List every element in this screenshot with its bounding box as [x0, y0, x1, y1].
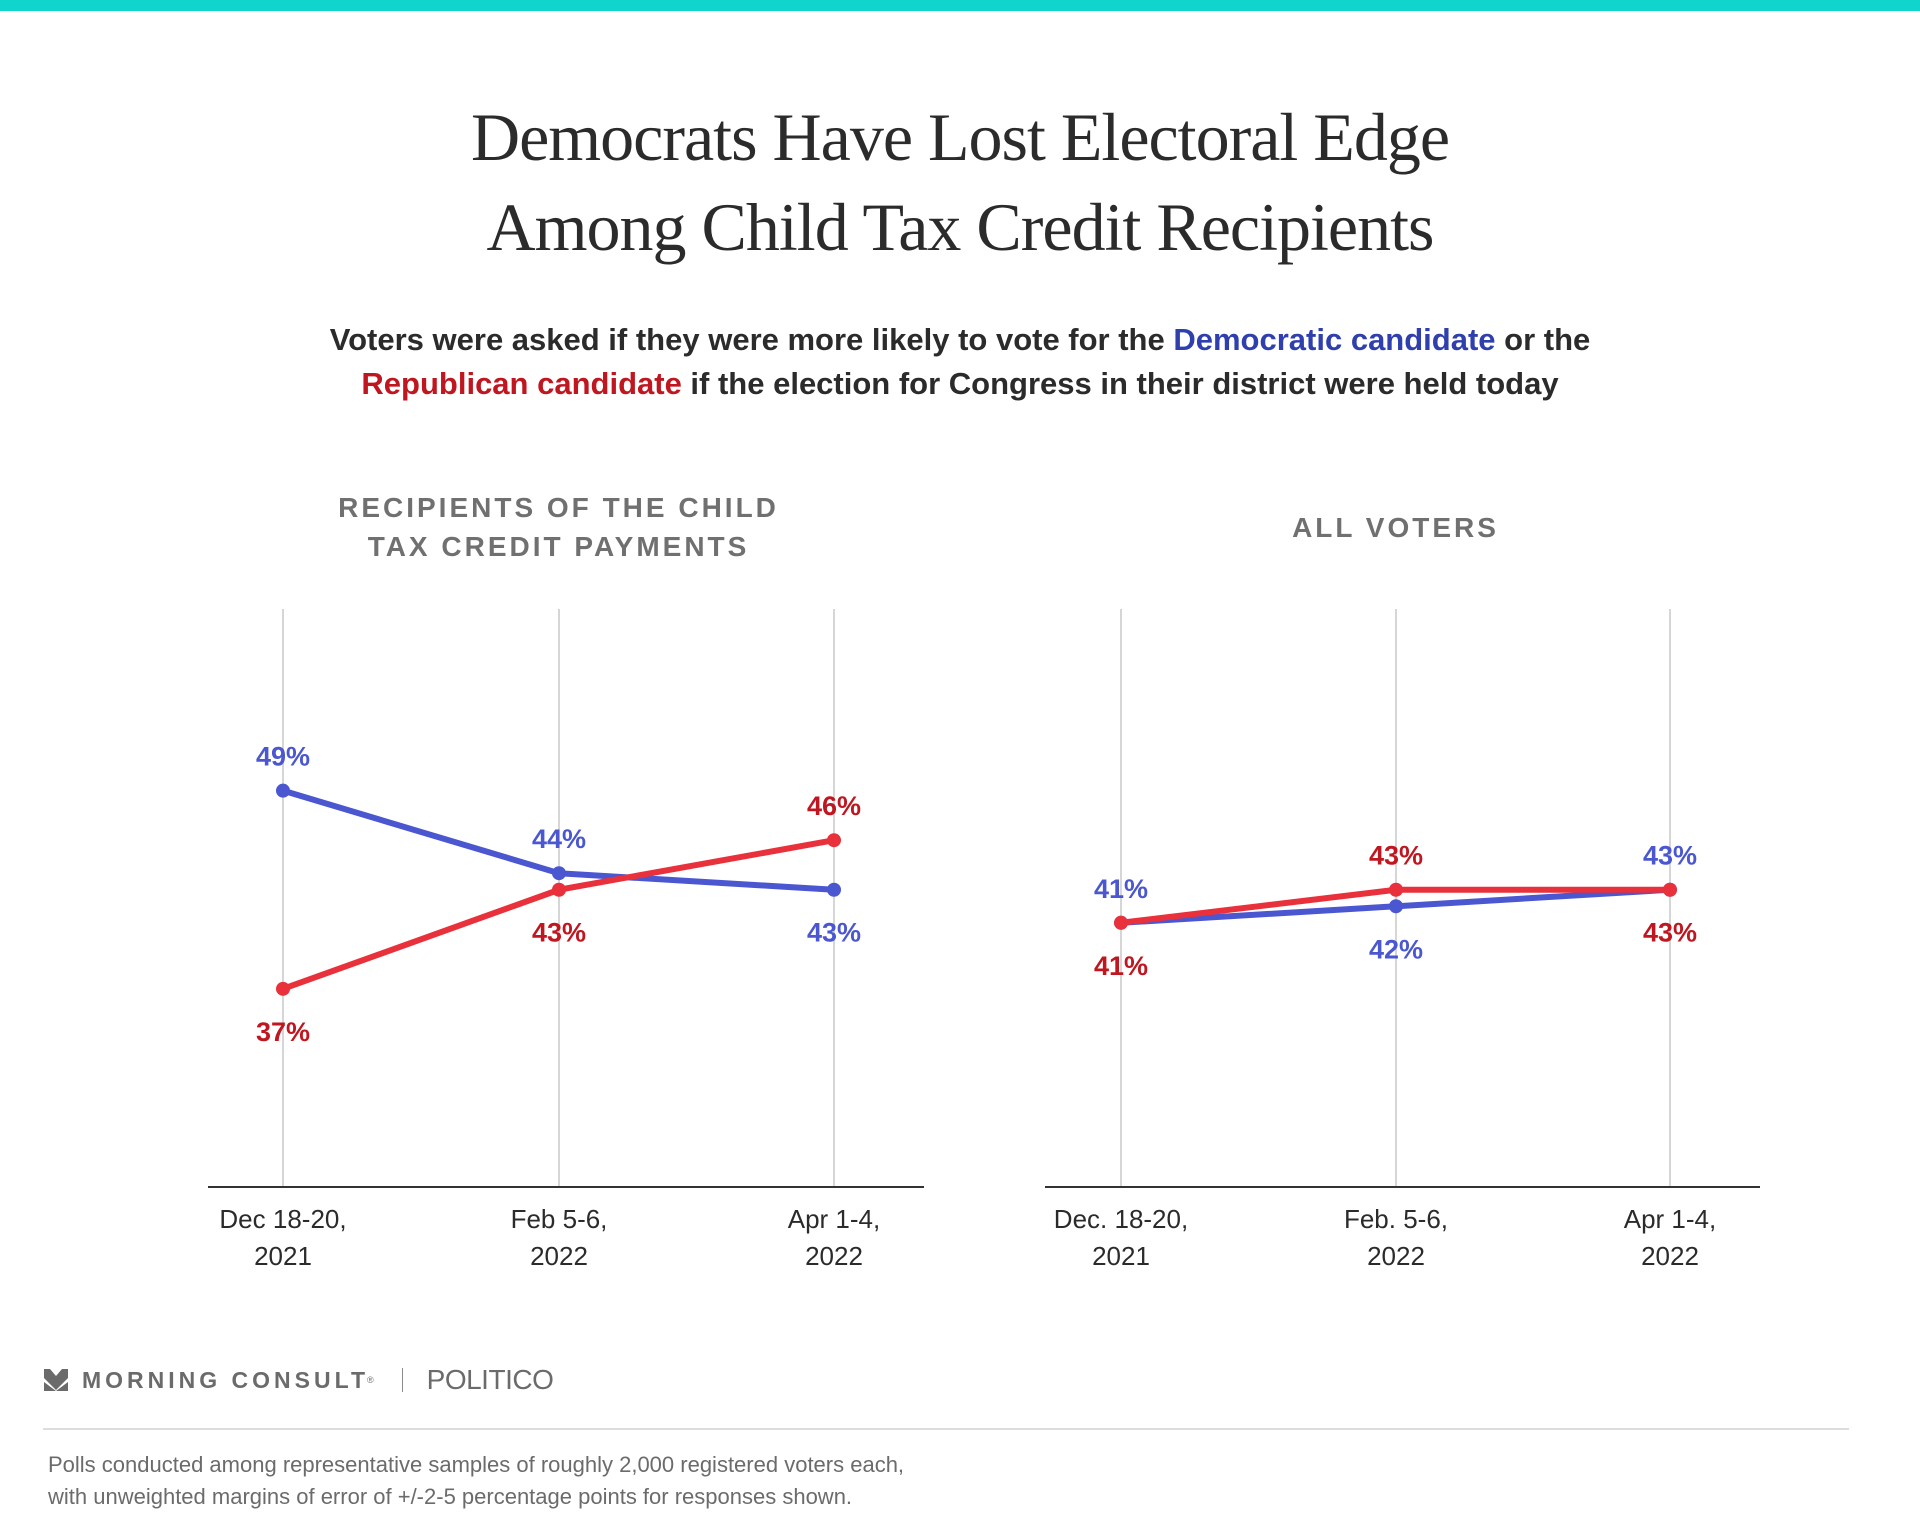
democratic-point	[552, 866, 566, 881]
x-tick-label: Feb 5-6,	[511, 1204, 608, 1234]
democratic-point	[276, 783, 290, 798]
footnote: Polls conducted among representative sam…	[48, 1449, 904, 1513]
republican-data-label: 37%	[256, 1017, 310, 1047]
morning-consult-logo-icon	[44, 1369, 68, 1391]
x-tick-label: 2021	[254, 1241, 312, 1271]
legend-democratic: Democratic candidate	[1173, 322, 1496, 357]
panel-title-recipients: RECIPIENTS OF THE CHILD TAX CREDIT PAYME…	[283, 488, 834, 566]
x-tick-label: Dec 18-20,	[219, 1204, 346, 1234]
title-line-1: Democrats Have Lost Electoral Edge	[470, 99, 1450, 175]
panel-title-line: RECIPIENTS OF THE CHILD	[338, 492, 779, 523]
chart-subtitle: Voters were asked if they were more like…	[0, 318, 1920, 406]
x-tick-label: Feb. 5-6,	[1344, 1204, 1448, 1234]
republican-data-label: 43%	[1643, 918, 1697, 948]
panel-title-line: ALL VOTERS	[1292, 512, 1499, 543]
brand-politico: POLITICO	[426, 1364, 554, 1395]
registered-mark: ®	[367, 1375, 374, 1385]
subtitle-text-2: or the	[1495, 322, 1591, 357]
x-tick-label: Dec. 18-20,	[1054, 1204, 1188, 1234]
x-tick-label: 2022	[530, 1241, 588, 1271]
accent-top-bar	[0, 0, 1920, 11]
footnote-line-1: Polls conducted among representative sam…	[48, 1452, 905, 1477]
chart-title: Democrats Have Lost Electoral Edge Among…	[0, 92, 1920, 272]
democratic-data-label: 44%	[532, 824, 586, 854]
x-tick-label: 2022	[805, 1241, 863, 1271]
x-tick-label: 2021	[1092, 1241, 1150, 1271]
brand-separator	[401, 1368, 403, 1392]
democratic-data-label: 49%	[256, 742, 310, 772]
legend-republican: Republican candidate	[361, 366, 682, 401]
democratic-data-label: 42%	[1369, 934, 1423, 964]
democratic-data-label: 43%	[1643, 841, 1697, 871]
footer-divider	[43, 1428, 1849, 1430]
panel-title-line: TAX CREDIT PAYMENTS	[367, 531, 750, 562]
title-line-2: Among Child Tax Credit Recipients	[486, 189, 1435, 265]
republican-data-label: 41%	[1094, 951, 1148, 981]
subtitle-text-3: if the election for Congress in their di…	[681, 366, 1559, 401]
republican-point	[1663, 882, 1677, 897]
brand-footer: MORNING CONSULT ® POLITICO	[44, 1362, 554, 1398]
footnote-line-2: with unweighted margins of error of +/-2…	[48, 1484, 853, 1509]
republican-point	[827, 833, 841, 848]
republican-point	[276, 981, 290, 996]
republican-point	[552, 882, 566, 897]
subtitle-text-1: Voters were asked if they were more like…	[329, 322, 1174, 357]
republican-data-label: 43%	[532, 918, 586, 948]
democratic-point	[827, 882, 841, 897]
democratic-data-label: 41%	[1094, 874, 1148, 904]
x-tick-label: 2022	[1367, 1241, 1425, 1271]
republican-data-label: 46%	[807, 791, 861, 821]
republican-point	[1114, 915, 1128, 930]
charts-svg: Dec 18-20, 2021 Feb 5-6, 2022 Apr 1-4, 2022 49…	[208, 609, 1760, 1271]
democratic-point	[1389, 899, 1403, 914]
x-tick-label: Apr 1-4,	[1624, 1204, 1717, 1234]
panel-title-all-voters: ALL VOTERS	[1121, 508, 1670, 547]
republican-point	[1389, 882, 1403, 897]
brand-morning-consult: MORNING CONSULT	[82, 1366, 370, 1393]
democratic-data-label: 43%	[807, 918, 861, 948]
x-tick-label: Apr 1-4,	[788, 1204, 881, 1234]
republican-data-label: 43%	[1369, 841, 1423, 871]
x-tick-label: 2022	[1641, 1241, 1699, 1271]
